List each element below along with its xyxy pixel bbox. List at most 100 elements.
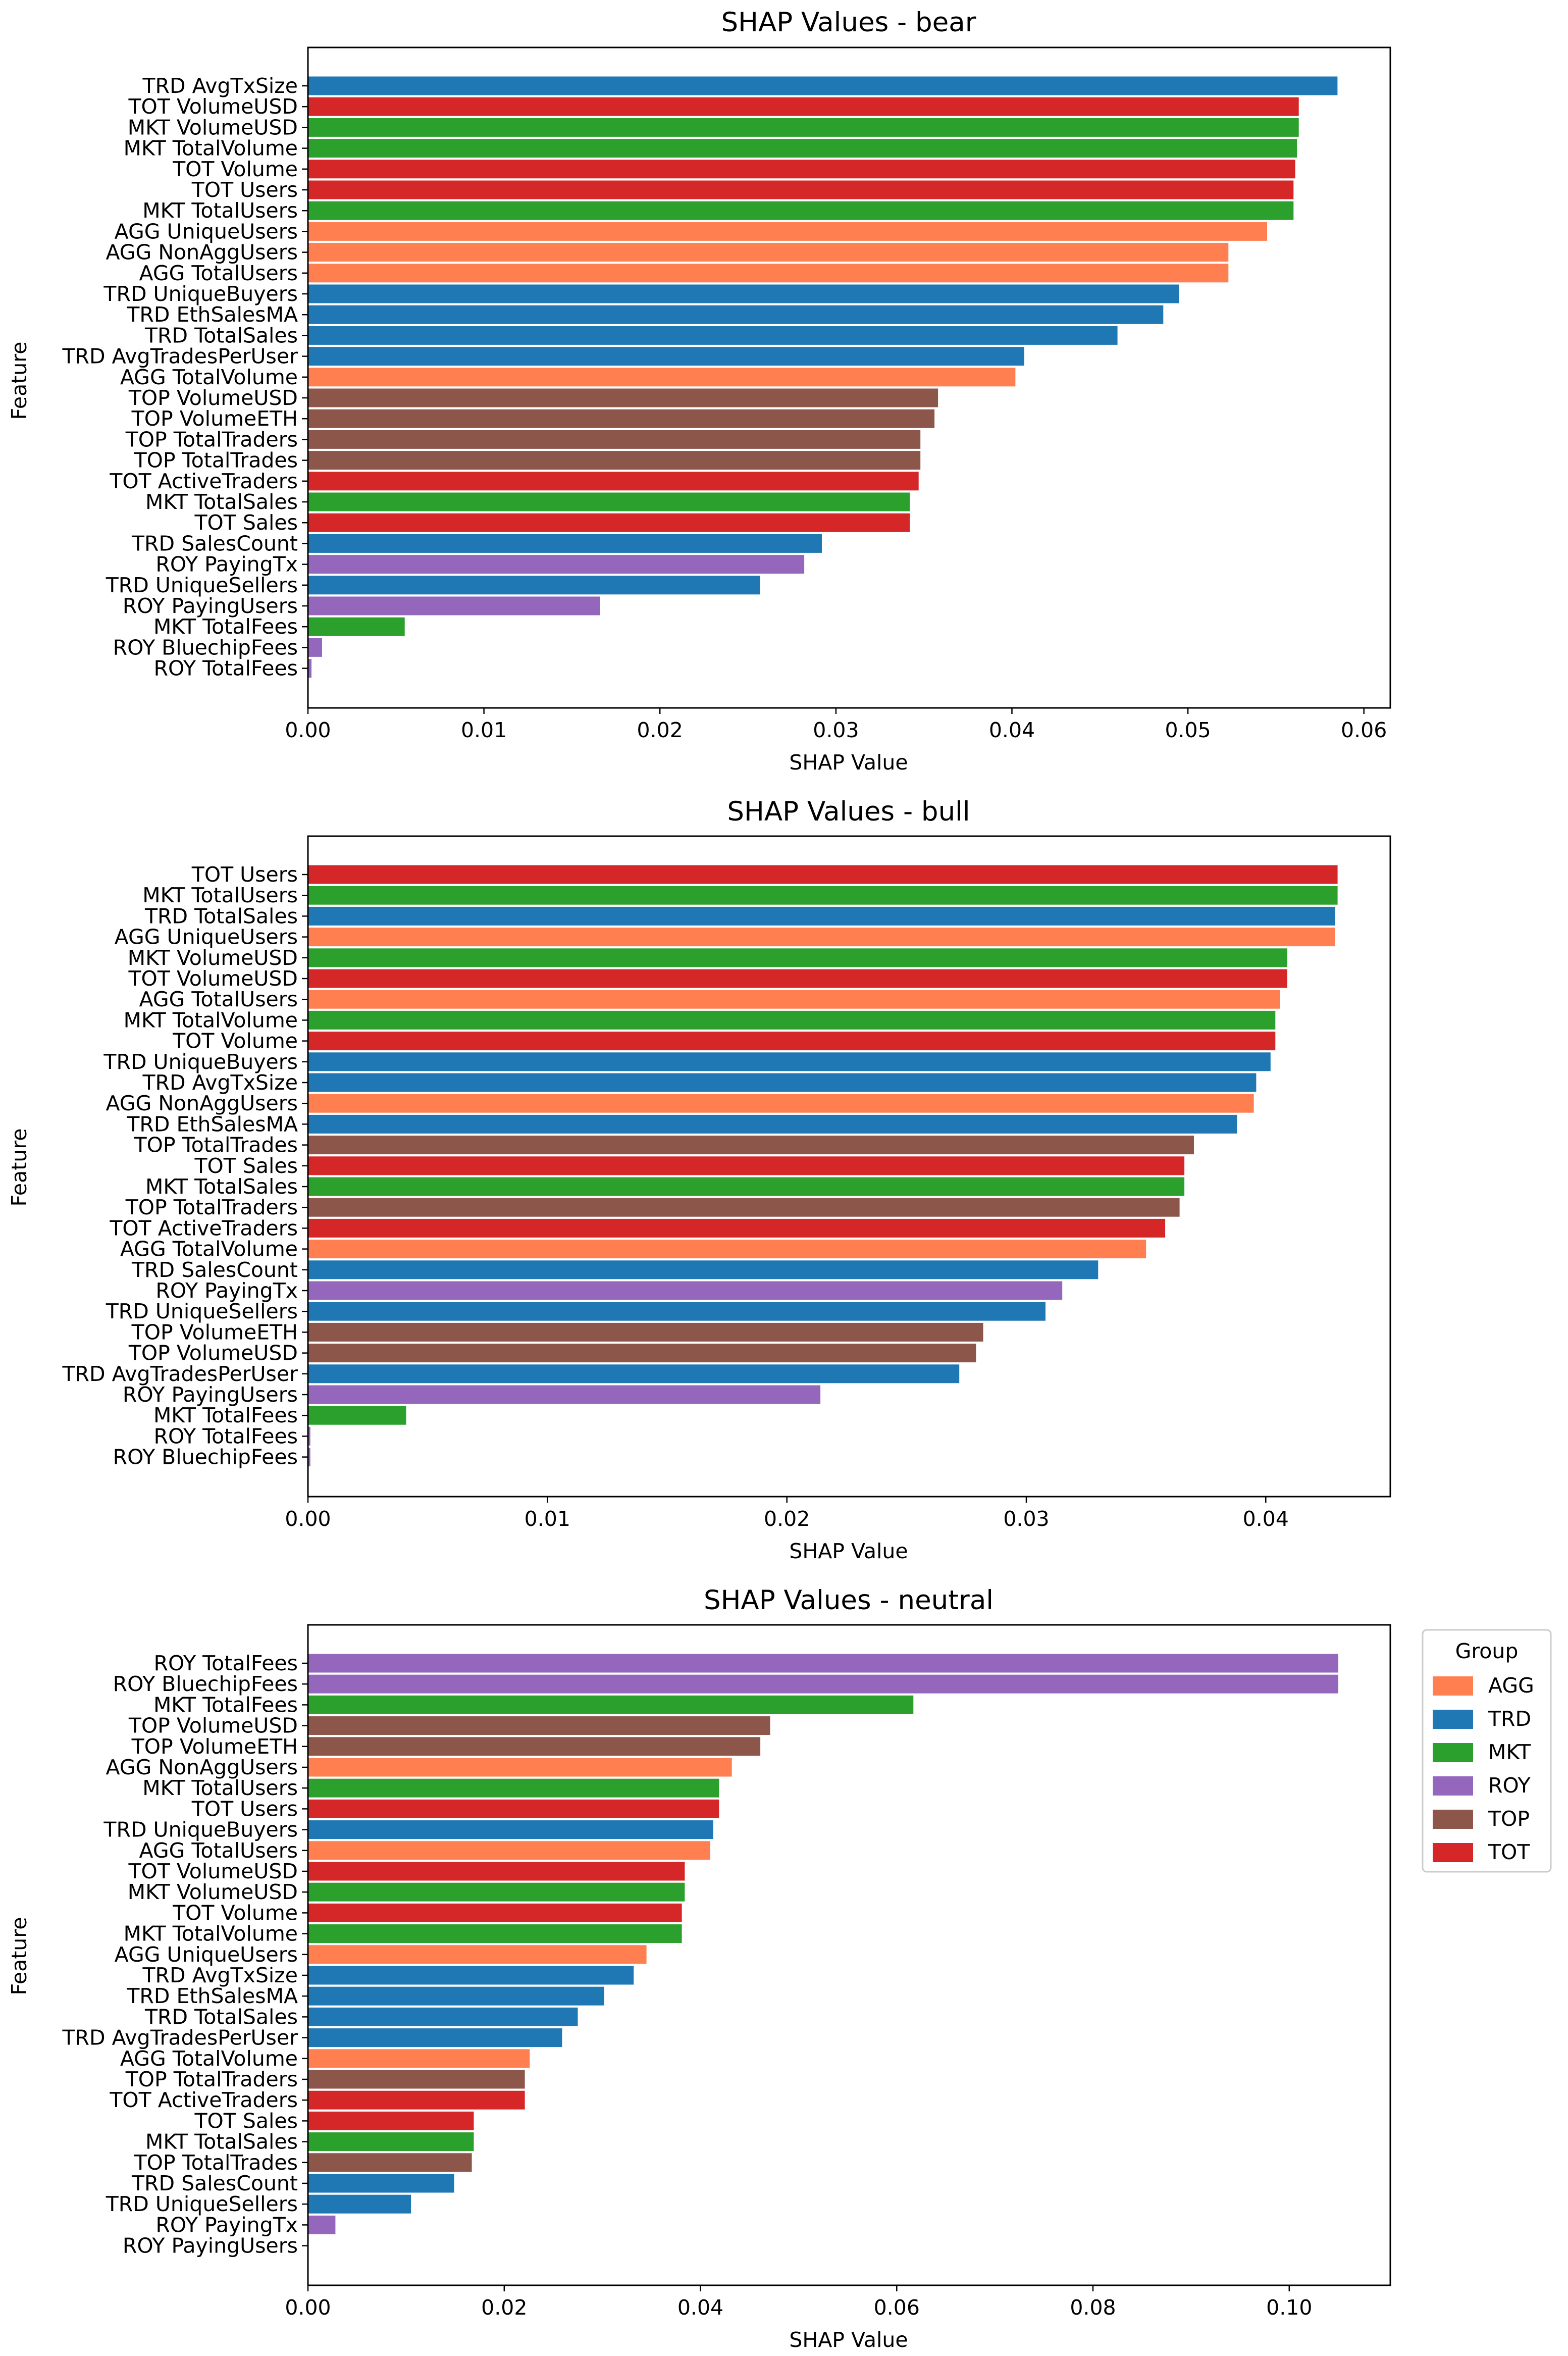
y-tick-label: MKT TotalSales bbox=[145, 490, 298, 514]
bar-neutral-tot-activetraders bbox=[308, 2090, 525, 2110]
y-tick-label: TRD TotalSales bbox=[144, 323, 298, 347]
y-tick-label: MKT VolumeUSD bbox=[128, 1880, 298, 1904]
y-tick-label: TOT Volume bbox=[172, 1029, 298, 1053]
y-tick-label: TRD SalesCount bbox=[131, 1258, 298, 1282]
bar-bull-trd-uniquebuyers bbox=[308, 1052, 1271, 1071]
legend-swatch-trd bbox=[1433, 1710, 1473, 1729]
x-tick-label: 0.01 bbox=[525, 1507, 570, 1531]
bar-bear-agg-totalusers bbox=[308, 264, 1229, 283]
bar-bear-mkt-totalvolume bbox=[308, 139, 1297, 158]
y-tick-label: TRD UniqueBuyers bbox=[103, 1818, 298, 1842]
x-tick-label: 0.06 bbox=[874, 2295, 920, 2320]
x-tick-label: 0.06 bbox=[1341, 718, 1387, 742]
y-tick-label: ROY TotalFees bbox=[154, 1424, 298, 1448]
bar-neutral-agg-totalusers bbox=[308, 1841, 710, 1860]
legend-swatch-agg bbox=[1433, 1676, 1473, 1696]
bar-neutral-top-totaltrades bbox=[308, 2153, 472, 2172]
y-tick-label: TRD UniqueBuyers bbox=[103, 282, 298, 306]
y-tick-label: TRD AvgTradesPerUser bbox=[62, 1362, 298, 1386]
y-tick-label: TOT ActiveTraders bbox=[109, 2088, 298, 2112]
bar-neutral-mkt-totalusers bbox=[308, 1778, 719, 1798]
bar-bear-tot-users bbox=[308, 180, 1294, 199]
bar-bull-trd-avgtxsize bbox=[308, 1073, 1257, 1092]
x-tick-label: 0.04 bbox=[989, 718, 1035, 742]
legend-label-tot: TOT bbox=[1488, 1840, 1530, 1864]
y-tick-label: ROY TotalFees bbox=[154, 1651, 298, 1675]
bar-neutral-mkt-volumeusd bbox=[308, 1882, 685, 1902]
y-tick-label: AGG TotalVolume bbox=[120, 1237, 298, 1261]
x-tick-label: 0.00 bbox=[285, 1507, 331, 1531]
bar-neutral-trd-totalsales bbox=[308, 2007, 578, 2026]
bar-bear-trd-avgtradesperuser bbox=[308, 347, 1024, 366]
y-tick-label: TOP VolumeETH bbox=[131, 1734, 298, 1759]
legend-label-mkt: MKT bbox=[1488, 1740, 1531, 1764]
y-tick-label: TRD UniqueSellers bbox=[106, 2192, 298, 2216]
legend-label-trd: TRD bbox=[1488, 1707, 1531, 1731]
y-tick-label: TOP VolumeUSD bbox=[128, 1341, 298, 1365]
bar-bear-tot-volume bbox=[308, 160, 1295, 179]
y-tick-label: TOT Sales bbox=[194, 1154, 298, 1178]
x-axis-label-bear: SHAP Value bbox=[789, 750, 908, 775]
y-tick-label: TOT ActiveTraders bbox=[109, 1216, 298, 1240]
bar-neutral-trd-avgtradesperuser bbox=[308, 2028, 562, 2047]
bar-bear-agg-uniqueusers bbox=[308, 222, 1267, 241]
bar-bear-roy-payingtx bbox=[308, 555, 805, 574]
bar-neutral-trd-salescount bbox=[308, 2174, 454, 2193]
y-tick-label: MKT TotalSales bbox=[145, 2130, 298, 2154]
y-tick-label: TRD UniqueSellers bbox=[106, 1299, 298, 1323]
y-tick-label: AGG NonAggUsers bbox=[106, 1091, 298, 1115]
x-axis-label-neutral: SHAP Value bbox=[789, 2328, 908, 2352]
y-tick-label: AGG TotalUsers bbox=[139, 987, 298, 1011]
y-axis-label-bear: Feature bbox=[7, 342, 31, 420]
bar-neutral-top-totaltraders bbox=[308, 2070, 525, 2089]
y-tick-label: TOP TotalTraders bbox=[125, 1195, 298, 1219]
y-tick-label: ROY PayingTx bbox=[155, 2213, 298, 2237]
bar-bear-agg-totalvolume bbox=[308, 368, 1016, 387]
bar-bear-mkt-totalfees bbox=[308, 617, 405, 636]
y-tick-label: MKT TotalUsers bbox=[142, 883, 298, 907]
bar-neutral-top-volumeusd bbox=[308, 1716, 770, 1735]
bar-neutral-mkt-totalvolume bbox=[308, 1924, 682, 1943]
y-tick-label: MKT VolumeUSD bbox=[128, 946, 298, 970]
bar-bull-roy-totalfees bbox=[308, 1426, 310, 1446]
y-tick-label: AGG UniqueUsers bbox=[115, 1942, 298, 1967]
x-tick-label: 0.05 bbox=[1165, 718, 1211, 742]
chart-title-bear: SHAP Values - bear bbox=[721, 7, 976, 38]
bar-bull-trd-ethsalesma bbox=[308, 1114, 1237, 1134]
y-tick-label: ROY BluechipFees bbox=[113, 1672, 298, 1696]
legend-label-top: TOP bbox=[1488, 1807, 1530, 1831]
bar-neutral-roy-payingtx bbox=[308, 2215, 336, 2234]
chart-title-neutral: SHAP Values - neutral bbox=[704, 1585, 994, 1616]
bar-neutral-trd-ethsalesma bbox=[308, 1986, 604, 2006]
legend-label-agg: AGG bbox=[1488, 1673, 1534, 1698]
bar-bull-trd-uniquesellers bbox=[308, 1302, 1046, 1321]
chart-panel-neutral: SHAP Values - neutral Feature ROY TotalF… bbox=[7, 1585, 1391, 2352]
y-tick-label: AGG TotalVolume bbox=[120, 365, 298, 389]
legend-swatch-roy bbox=[1433, 1776, 1473, 1796]
y-tick-label: TRD TotalSales bbox=[144, 2005, 298, 2029]
y-tick-label: TRD AvgTxSize bbox=[142, 1963, 298, 1987]
chart-panel-bull: SHAP Values - bull Feature TOT UsersMKT … bbox=[7, 796, 1391, 1563]
bar-bear-mkt-totalsales bbox=[308, 492, 910, 511]
bars-bull bbox=[308, 865, 1338, 1467]
y-tick-label: AGG TotalVolume bbox=[120, 2046, 298, 2071]
legend-label-roy: ROY bbox=[1488, 1773, 1531, 1798]
bar-bear-agg-nonaggusers bbox=[308, 243, 1229, 262]
y-tick-label: TRD SalesCount bbox=[131, 2171, 298, 2195]
legend-swatch-top bbox=[1433, 1810, 1473, 1829]
bar-neutral-trd-uniquesellers bbox=[308, 2194, 411, 2214]
x-tick-label: 0.04 bbox=[677, 2295, 723, 2320]
bar-bear-top-volumeusd bbox=[308, 388, 938, 407]
y-tick-label: TOT Sales bbox=[194, 2109, 298, 2133]
bar-bear-top-volumeeth bbox=[308, 409, 935, 428]
y-tick-label: ROY BluechipFees bbox=[113, 635, 298, 659]
bar-neutral-agg-nonaggusers bbox=[308, 1758, 732, 1777]
bar-bear-roy-payingusers bbox=[308, 596, 600, 616]
y-tick-label: TRD SalesCount bbox=[131, 531, 298, 555]
y-tick-label: TOP TotalTrades bbox=[134, 448, 298, 473]
y-tick-label: MKT TotalVolume bbox=[124, 136, 298, 161]
bar-bull-roy-payingtx bbox=[308, 1281, 1063, 1300]
y-tick-label: ROY PayingUsers bbox=[123, 594, 298, 618]
